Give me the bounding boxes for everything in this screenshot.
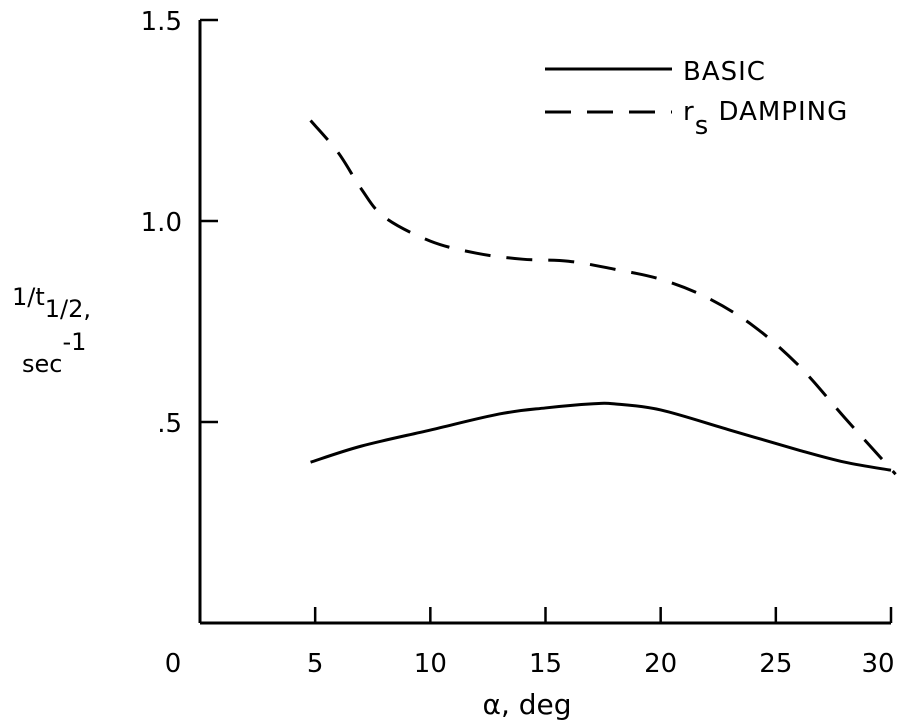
- y-axis-label: 1/t1/2, sec-1: [12, 283, 91, 378]
- y-axis-label-units: sec: [22, 350, 62, 378]
- y-axis-label-units-sup: -1: [62, 328, 86, 356]
- series-line-damping: [309, 119, 897, 476]
- x-tick-label: 15: [529, 649, 562, 679]
- origin-label: 0: [165, 649, 182, 679]
- y-axis-ticks: .5 1.0 1.5: [141, 7, 218, 439]
- x-axis-ticks: 5 10 15 20 25 30: [307, 607, 895, 679]
- y-axis-label-main: 1/t: [12, 283, 45, 311]
- svg-text:1/t1/2,: 1/t1/2,: [12, 283, 91, 323]
- y-tick-label: 1.0: [141, 208, 182, 238]
- legend-label-damping-sub: s: [695, 111, 710, 141]
- legend: BASIC rs DAMPING: [545, 57, 848, 141]
- x-tick-label: 5: [307, 649, 324, 679]
- legend-label-damping: rs DAMPING: [683, 97, 848, 141]
- x-tick-label: 10: [414, 649, 447, 679]
- y-tick-label: .5: [157, 409, 182, 439]
- y-tick-label: 1.5: [141, 7, 182, 37]
- series-line-basic: [310, 401, 892, 472]
- x-tick-label: 25: [759, 649, 792, 679]
- x-tick-label: 30: [861, 649, 894, 679]
- x-tick-label: 20: [644, 649, 677, 679]
- legend-label-basic: BASIC: [683, 57, 766, 87]
- y-axis-label-sub: 1/2: [45, 295, 84, 323]
- legend-label-damping-suffix: DAMPING: [709, 97, 848, 127]
- x-axis-label: α, deg: [482, 688, 571, 721]
- svg-text:sec-1: sec-1: [22, 328, 86, 378]
- legend-label-damping-r: r: [683, 97, 695, 127]
- y-axis-label-suffix: ,: [83, 295, 91, 323]
- series-group: [309, 119, 897, 476]
